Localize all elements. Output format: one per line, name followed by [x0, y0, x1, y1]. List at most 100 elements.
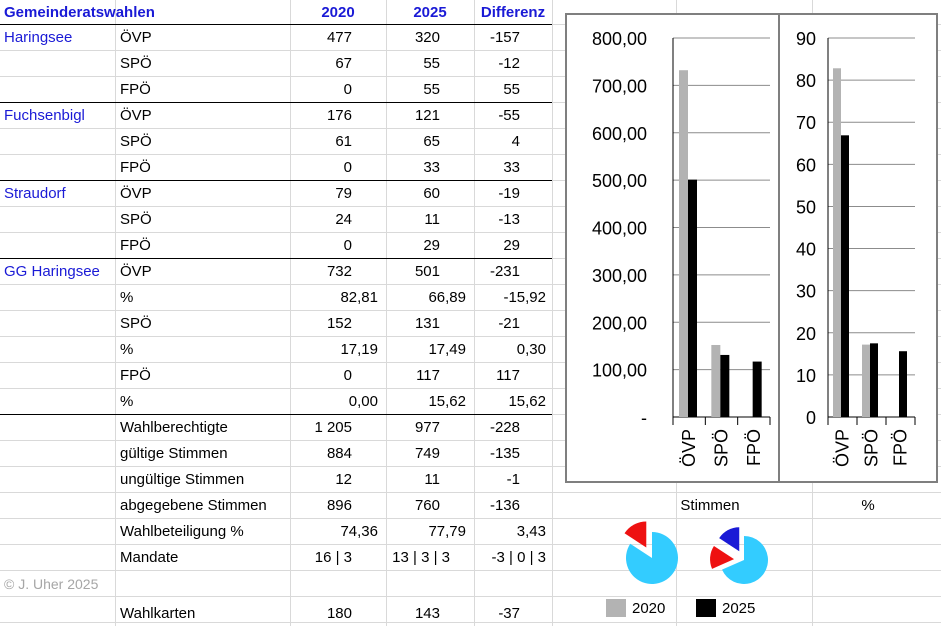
cell-differenz[interactable]: -136	[489, 497, 520, 514]
chart-percent[interactable]: 0 10 20 30 40 50 60 70 80 90 ÖVP SPÖ FPÖ	[778, 13, 938, 483]
cell-place[interactable]	[4, 493, 114, 519]
cell-differenz[interactable]: 55	[503, 81, 520, 98]
cell-party[interactable]: SPÖ	[120, 133, 152, 150]
cell-2025[interactable]: 143	[414, 605, 440, 622]
cell-place[interactable]: © J. Uher 2025	[4, 576, 99, 592]
cell-2025[interactable]: 121	[414, 107, 440, 124]
cell-party[interactable]: SPÖ	[120, 55, 152, 72]
cell-place[interactable]	[4, 519, 114, 545]
cell-differenz[interactable]: -3 | 0 | 3	[491, 549, 547, 566]
cell-2020[interactable]: 152	[326, 315, 352, 332]
cell-2025[interactable]: 117	[416, 367, 440, 384]
cell-2020[interactable]: 24	[335, 211, 352, 228]
cell-place[interactable]	[4, 77, 114, 103]
cell-2025[interactable]	[386, 571, 440, 597]
cell-2025[interactable]: 55	[423, 81, 440, 98]
cell-party[interactable]: FPÖ	[120, 159, 151, 176]
cell-2020[interactable]: 17,19	[340, 341, 378, 358]
cell-place[interactable]	[4, 207, 114, 233]
cell-place[interactable]: Straudorf	[4, 185, 66, 202]
cell-party[interactable]: FPÖ	[120, 81, 151, 98]
cell-place[interactable]	[4, 467, 114, 493]
cell-2020[interactable]: 79	[335, 185, 352, 202]
cell-place[interactable]	[4, 311, 114, 337]
cell-differenz[interactable]: -1	[506, 471, 520, 488]
cell-2020[interactable]	[290, 571, 352, 597]
cell-2025[interactable]: 29	[423, 237, 440, 254]
cell-2020[interactable]: 1 205	[314, 419, 352, 436]
cell-party[interactable]: gültige Stimmen	[120, 445, 228, 462]
cell-differenz[interactable]: -55	[498, 107, 520, 124]
cell-place[interactable]: GG Haringsee	[4, 263, 100, 280]
cell-2025[interactable]: 13 | 3 | 3	[392, 549, 450, 566]
cell-party[interactable]: ÖVP	[120, 263, 152, 280]
cell-party[interactable]	[120, 571, 290, 597]
cell-2020[interactable]: 67	[335, 55, 352, 72]
cell-2020[interactable]: 61	[335, 133, 352, 150]
cell-differenz[interactable]: -19	[498, 185, 520, 202]
cell-differenz[interactable]: 4	[511, 133, 520, 150]
cell-2025[interactable]: 11	[424, 471, 440, 488]
cell-party[interactable]: FPÖ	[120, 237, 151, 254]
cell-differenz[interactable]: -231	[489, 263, 520, 280]
cell-party[interactable]: Wahlbeteiligung %	[120, 523, 244, 540]
cell-party[interactable]: ÖVP	[120, 185, 152, 202]
cell-differenz[interactable]: -21	[498, 315, 520, 332]
cell-differenz[interactable]	[474, 571, 520, 597]
cell-2020[interactable]: 0	[343, 81, 352, 98]
cell-place[interactable]	[4, 129, 114, 155]
cell-place[interactable]	[4, 337, 114, 363]
cell-party[interactable]: %	[120, 341, 134, 358]
cell-party[interactable]: SPÖ	[120, 211, 152, 228]
cell-differenz[interactable]: -12	[498, 55, 520, 72]
cell-2020[interactable]: 896	[326, 497, 352, 514]
header-differenz[interactable]: Differenz	[480, 4, 546, 21]
cell-2020[interactable]: 477	[326, 29, 352, 46]
cell-2025[interactable]: 760	[414, 497, 440, 514]
cell-place[interactable]	[4, 415, 114, 441]
header-2020[interactable]: 2020	[321, 4, 355, 21]
header-2025[interactable]: 2025	[413, 4, 447, 21]
cell-differenz[interactable]: -13	[498, 211, 520, 228]
cell-differenz[interactable]: 3,43	[516, 523, 546, 540]
cell-differenz[interactable]: 29	[503, 237, 520, 254]
cell-place[interactable]	[4, 441, 114, 467]
cell-2025[interactable]: 33	[423, 159, 440, 176]
cell-2025[interactable]: 131	[414, 315, 440, 332]
cell-party[interactable]: ÖVP	[120, 29, 152, 46]
cell-party[interactable]: Wahlberechtigte	[120, 419, 228, 436]
cell-party[interactable]: ÖVP	[120, 107, 152, 124]
cell-2025[interactable]: 17,49	[428, 341, 466, 358]
cell-party[interactable]: SPÖ	[120, 315, 152, 332]
cell-2025[interactable]: 55	[423, 55, 440, 72]
cell-2025[interactable]: 749	[414, 445, 440, 462]
cell-differenz[interactable]: -37	[498, 605, 520, 622]
cell-party[interactable]: Mandate	[120, 549, 179, 566]
cell-2025[interactable]: 65	[423, 133, 440, 150]
cell-differenz[interactable]: 33	[503, 159, 520, 176]
cell-2025[interactable]: 501	[414, 263, 440, 280]
cell-party[interactable]: FPÖ	[120, 367, 151, 384]
cell-party[interactable]: %	[120, 289, 134, 306]
cell-2020[interactable]: 82,81	[340, 289, 378, 306]
cell-2020[interactable]: 176	[326, 107, 352, 124]
cell-differenz[interactable]: 117	[496, 367, 520, 384]
cell-place[interactable]	[4, 155, 114, 181]
cell-2025[interactable]: 60	[423, 185, 440, 202]
cell-2020[interactable]: 12	[335, 471, 352, 488]
cell-2020[interactable]: 0	[343, 237, 352, 254]
cell-differenz[interactable]: -135	[489, 445, 520, 462]
cell-place[interactable]	[4, 51, 114, 77]
cell-2020[interactable]: 884	[326, 445, 352, 462]
table-title[interactable]: Gemeinderatswahlen	[4, 4, 155, 21]
cell-place[interactable]	[4, 233, 114, 259]
cell-party[interactable]: Wahlkarten	[120, 605, 196, 622]
cell-2025[interactable]: 320	[414, 29, 440, 46]
cell-differenz[interactable]: -157	[489, 29, 520, 46]
cell-place[interactable]: Haringsee	[4, 29, 73, 46]
cell-2025[interactable]: 77,79	[428, 523, 466, 540]
cell-2020[interactable]: 0	[343, 367, 352, 384]
cell-2020[interactable]: 74,36	[340, 523, 378, 540]
cell-party[interactable]: abgegebene Stimmen	[120, 497, 267, 514]
cell-place[interactable]	[4, 545, 114, 571]
